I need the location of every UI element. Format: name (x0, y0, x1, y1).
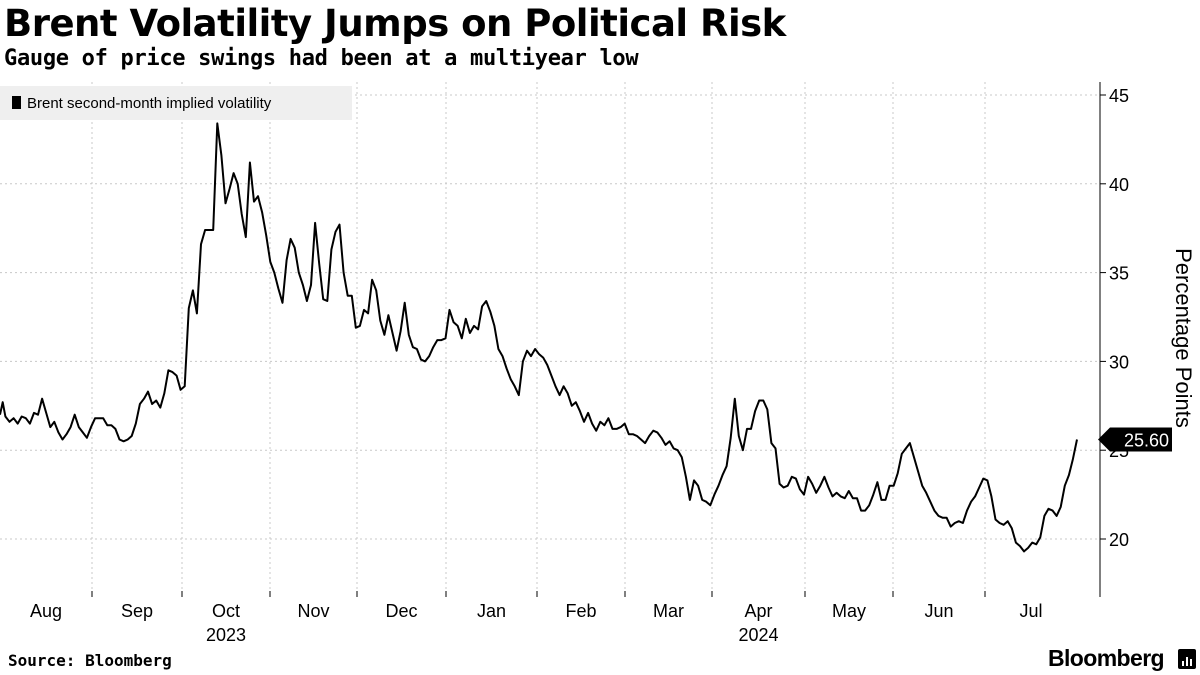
x-tick-label-feb: Feb (565, 601, 596, 621)
last-value-tag: 25.60 (1098, 427, 1172, 452)
x-year-label-2024: 2024 (738, 625, 778, 645)
x-tick-label-apr: Apr (744, 601, 772, 621)
y-tick-label-30: 30 (1109, 352, 1129, 372)
x-tick-label-mar: Mar (653, 601, 684, 621)
y-tick-label-35: 35 (1109, 264, 1129, 284)
x-axis-ticks (91, 591, 986, 597)
y-tick-label-40: 40 (1109, 175, 1129, 195)
x-tick-label-may: May (832, 601, 866, 621)
chart-title: Brent Volatility Jumps on Political Risk (4, 2, 786, 45)
legend-label: Brent second-month implied volatility (27, 95, 272, 112)
y-tick-label-45: 45 (1109, 86, 1129, 106)
x-year-label-2023: 2023 (206, 625, 246, 645)
x-axis-labels: Aug Sep Oct Nov Dec Jan Feb Mar Apr May Jun Jul 2023… (30, 601, 1043, 645)
x-tick-label-jul: Jul (1019, 601, 1042, 621)
x-tick-label-sep: Sep (121, 601, 153, 621)
x-tick-label-dec: Dec (385, 601, 417, 621)
last-value-label: 25.60 (1124, 431, 1169, 451)
y-tick-label-20: 20 (1109, 530, 1129, 550)
x-tick-label-jan: Jan (477, 601, 506, 621)
last-value-tag-shape (1098, 427, 1172, 452)
y-axis-title: Percentage Points (1171, 248, 1196, 428)
x-tick-label-aug: Aug (30, 601, 62, 621)
source-note: Source: Bloomberg (8, 651, 172, 670)
x-tick-label-oct: Oct (212, 601, 240, 621)
bloomberg-logo-text: Bloomberg (1048, 645, 1165, 671)
x-tick-label-nov: Nov (297, 601, 329, 621)
legend-box (0, 86, 352, 120)
series-line-brent-volatility (0, 122, 1078, 553)
bloomberg-logo-icon (1178, 649, 1196, 669)
legend-swatch (12, 96, 21, 109)
gridlines (0, 82, 1106, 597)
chart-subtitle: Gauge of price swings had been at a mult… (4, 46, 639, 71)
x-tick-label-jun: Jun (924, 601, 953, 621)
y-axis-labels: 202530354045 (1109, 86, 1129, 550)
